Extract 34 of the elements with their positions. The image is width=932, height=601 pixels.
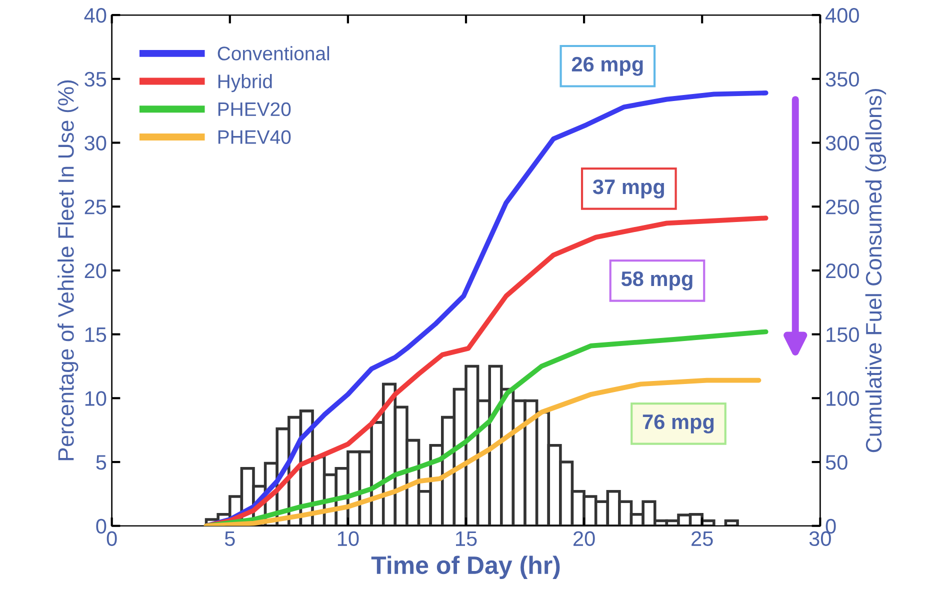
x-tick-label: 20 (574, 531, 595, 546)
legend-label: PHEV20 (218, 102, 291, 116)
y-tick-label: 40 (84, 8, 106, 23)
y2-tick-label: 400 (826, 8, 859, 23)
x-tick-label: 25 (692, 531, 713, 546)
y2-tick-label: 300 (826, 136, 859, 150)
y-tick-label: 35 (84, 72, 106, 87)
annotation: 37 mpg (592, 179, 664, 198)
y-tick-label: 30 (84, 136, 106, 150)
y2-tick-label: 350 (826, 72, 859, 87)
x-tick-label: 5 (224, 532, 235, 546)
y2-tick-label: 250 (826, 200, 859, 214)
y-tick-label: 15 (85, 328, 106, 342)
y-axis-title: Percentage of Vehicle Fleet In Use (%) (58, 80, 78, 460)
annotation: 76 mpg (642, 414, 714, 434)
x-tick-label: 15 (456, 532, 477, 546)
y-tick-label: 10 (85, 391, 106, 406)
y-tick-label: 5 (96, 455, 106, 470)
y-tick-label: 25 (84, 200, 106, 214)
annotation: 58 mpg (621, 271, 692, 290)
legend-label: PHEV40 (218, 130, 291, 144)
y-tick-label: 20 (84, 263, 106, 278)
y2-tick-label: 150 (826, 327, 859, 342)
x-tick-label: 0 (106, 531, 117, 546)
y2-tick-label: 200 (826, 263, 859, 278)
legend-label: Conventional (218, 46, 330, 60)
x-tick-label: 10 (338, 531, 359, 546)
y2-tick-label: 100 (826, 391, 859, 406)
x-axis-title: Time of Day (hr) (371, 556, 560, 580)
y2-tick-label: 50 (826, 455, 848, 470)
annotation: 26 mpg (572, 56, 643, 76)
legend-label: Hybrid (218, 74, 272, 92)
y2-axis-title: Cumulative Fuel Consumed (gallons) (865, 89, 886, 452)
y-tick-label: 0 (96, 518, 106, 534)
